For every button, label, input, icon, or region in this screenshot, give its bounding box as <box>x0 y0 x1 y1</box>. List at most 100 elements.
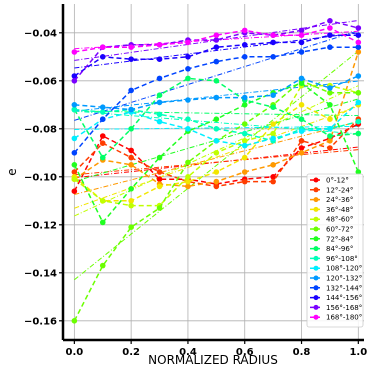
series-10-point-7 <box>270 92 276 98</box>
series-12-point-3 <box>156 56 163 62</box>
series-12-point-8 <box>298 39 305 46</box>
series-9-point-6 <box>241 142 248 149</box>
series-8-point-10 <box>355 118 362 125</box>
series-0-point-0 <box>71 188 78 194</box>
series-6-point-1 <box>99 219 106 226</box>
legend-label-10: 120°-132° <box>326 275 362 283</box>
series-2-point-6 <box>241 169 248 175</box>
series-5-point-4 <box>185 159 191 166</box>
series-7-point-3 <box>156 92 163 98</box>
legend-marker-4 <box>313 216 319 222</box>
legend-marker-2 <box>313 197 319 203</box>
legend-label-12: 144°-156° <box>326 294 362 302</box>
trend-line-12 <box>74 32 359 69</box>
series-1-point-9 <box>327 145 333 151</box>
series-group <box>71 18 362 324</box>
x-tick-label-3: 0.6 <box>236 347 254 358</box>
series-13-point-5 <box>213 37 220 43</box>
series-1-point-1 <box>99 140 106 146</box>
series-5-point-9 <box>327 90 333 96</box>
series-3-point-6 <box>241 154 248 161</box>
legend-label-11: 132°-144° <box>326 284 362 292</box>
series-9-point-4 <box>185 126 191 132</box>
trend-line-4 <box>74 85 359 217</box>
series-1-point-0 <box>71 169 78 175</box>
legend-label-0: 0°-12° <box>326 177 349 185</box>
series-3-point-2 <box>128 198 134 204</box>
legend-marker-0 <box>313 177 319 183</box>
legend-label-14: 168°-180° <box>326 314 362 322</box>
series-9-point-3 <box>156 118 163 125</box>
trend-line-2 <box>74 121 359 195</box>
series-7-point-1 <box>99 154 106 161</box>
series-1-point-6 <box>241 178 248 185</box>
series-4-point-1 <box>99 198 106 204</box>
series-7-point-8 <box>298 116 305 122</box>
x-tick-label-0: 0.0 <box>65 347 83 358</box>
legend-label-3: 36°-48° <box>326 206 353 214</box>
series-8-point-4 <box>185 116 191 122</box>
legend-label-4: 48°-60° <box>326 216 353 224</box>
series-line-12 <box>73 34 359 77</box>
series-8-point-1 <box>99 109 106 115</box>
series-2-point-9 <box>327 138 333 144</box>
legend-marker-5 <box>313 226 319 232</box>
series-3-point-8 <box>298 102 305 108</box>
series-11-point-10 <box>355 44 362 50</box>
series-line-0 <box>73 123 359 192</box>
series-11-point-8 <box>298 49 305 55</box>
series-12-point-4 <box>185 54 191 60</box>
series-2-point-7 <box>270 162 276 168</box>
series-4-point-7 <box>270 130 276 137</box>
series-13-point-8 <box>298 27 305 34</box>
legend-label-5: 60°-72° <box>326 226 353 234</box>
series-12-point-2 <box>128 56 134 62</box>
series-5-point-6 <box>241 121 248 127</box>
series-12-point-1 <box>99 54 106 60</box>
trend-line-1 <box>74 149 359 176</box>
series-6-point-6 <box>241 102 248 108</box>
series-11-point-3 <box>156 75 163 82</box>
trend-line-7 <box>74 110 359 117</box>
series-14-point-9 <box>327 25 333 31</box>
series-4-point-2 <box>128 202 134 209</box>
series-9-point-7 <box>270 135 276 142</box>
series-12-point-6 <box>241 42 248 48</box>
series-11-point-4 <box>185 66 191 72</box>
series-11-point-1 <box>99 116 106 122</box>
series-0-point-3 <box>156 176 163 182</box>
series-3-point-7 <box>270 121 276 127</box>
series-14-point-10 <box>355 39 362 46</box>
series-11-point-2 <box>128 87 134 94</box>
legend-marker-3 <box>313 206 319 212</box>
x-tick-label-1: 0.2 <box>122 347 140 358</box>
series-8-point-3 <box>156 111 163 118</box>
series-6-point-3 <box>156 154 163 161</box>
series-1-point-2 <box>128 154 134 161</box>
y-tick-label-1: −0.14 <box>24 268 57 279</box>
legend-label-13: 156°-168° <box>326 304 362 312</box>
legend-marker-12 <box>313 295 319 301</box>
series-11-point-6 <box>241 54 248 60</box>
legend-label-8: 96°-108° <box>326 255 358 263</box>
axes <box>59 4 364 344</box>
trend-line-3 <box>74 105 359 209</box>
legend-label-9: 108°-120° <box>326 265 362 273</box>
series-11-point-5 <box>213 58 220 65</box>
tick-labels: 0.0 0.2 0.4 0.6 0.8 1.0 −0.16 −0.14 −0.12 −0.10 −0… <box>24 28 367 358</box>
series-3-point-5 <box>213 169 220 175</box>
legend-marker-13 <box>313 304 319 310</box>
y-tick-label-3: −0.10 <box>24 172 57 183</box>
series-12-point-0 <box>71 73 78 79</box>
series-10-point-8 <box>298 75 305 82</box>
legend-marker-6 <box>313 236 319 242</box>
trend-line-5 <box>74 50 359 281</box>
series-6-point-2 <box>128 186 134 192</box>
legend-label-2: 24°-36° <box>326 196 353 204</box>
series-11-point-0 <box>71 150 78 156</box>
series-3-point-9 <box>327 116 333 122</box>
legend-label-1: 12°-24° <box>326 186 353 194</box>
series-14-point-3 <box>156 42 163 48</box>
legend-marker-8 <box>313 255 319 261</box>
series-10-point-3 <box>156 99 163 106</box>
